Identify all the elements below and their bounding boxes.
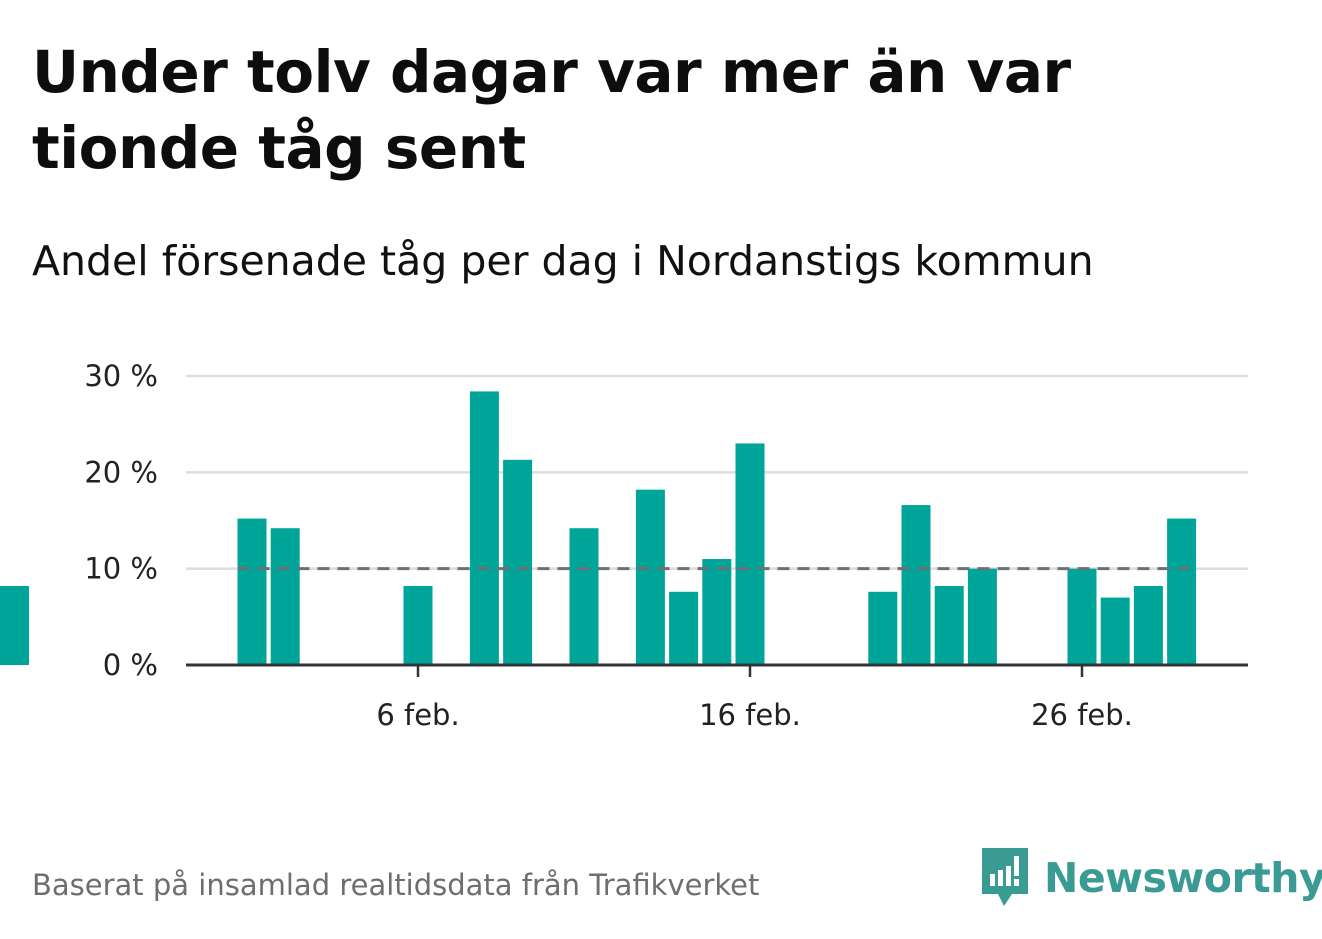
x-axis-ticks: 6 feb. 16 feb. 26 feb.	[376, 665, 1133, 732]
bar	[669, 591, 699, 665]
source-note: Baserat på insamlad realtidsdata från Tr…	[32, 868, 760, 902]
bar	[934, 586, 964, 665]
x-tick-label: 16 feb.	[699, 698, 801, 732]
bar-chart-speech-bubble-icon	[982, 848, 1028, 906]
newsworthy-logo: Newsworthy	[980, 846, 1322, 910]
x-tick-label: 6 feb.	[376, 698, 459, 732]
bar-chart: 0 % 10 % 20 % 30 % 6 feb. 16 feb. 26 feb.	[0, 359, 1248, 732]
bar	[702, 559, 732, 665]
bar	[1067, 568, 1097, 665]
bar	[1133, 586, 1163, 665]
bar	[1167, 518, 1197, 665]
y-tick-label: 0 %	[103, 648, 158, 682]
bar	[735, 443, 765, 665]
bar	[635, 489, 665, 665]
bar	[0, 586, 29, 665]
logo-text: Newsworthy	[1044, 854, 1322, 902]
y-tick-label: 20 %	[84, 455, 158, 489]
y-axis-labels: 0 % 10 % 20 % 30 %	[84, 359, 158, 682]
bar	[469, 391, 499, 665]
bar	[503, 459, 533, 665]
bars	[0, 391, 1197, 665]
y-tick-label: 30 %	[84, 359, 158, 393]
x-tick-label: 26 feb.	[1031, 698, 1133, 732]
bar	[403, 586, 433, 665]
y-tick-label: 10 %	[84, 552, 158, 586]
chart-subtitle: Andel försenade tåg per dag i Nordanstig…	[32, 237, 1094, 285]
bar	[967, 568, 997, 665]
bar	[901, 505, 931, 665]
bar	[237, 518, 267, 665]
bar	[270, 528, 300, 665]
chart-title: Under tolv dagar var mer än var tionde t…	[32, 38, 1071, 182]
bar	[569, 528, 599, 665]
bar	[1100, 597, 1130, 665]
bar	[868, 591, 898, 665]
grid-lines	[186, 374, 1248, 570]
